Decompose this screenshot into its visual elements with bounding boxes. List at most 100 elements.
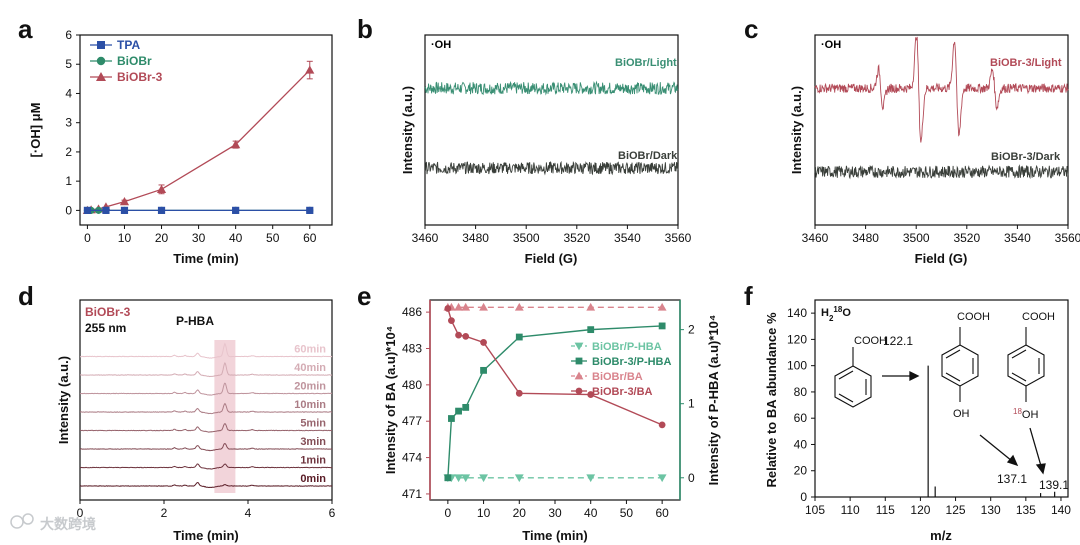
panel-f-letter: f (744, 281, 753, 311)
data-point-biobr-3 (305, 65, 315, 74)
panel-a-ticks: 0 10 20 30 40 50 60 0 1 2 3 4 5 6 (65, 28, 316, 245)
panel-b-x-tick-label: 3560 (665, 231, 692, 245)
panel-c-x-tick-label: 3520 (953, 231, 980, 245)
panel-d-letter: d (18, 281, 34, 311)
chromatogram-label-40min: 40min (294, 362, 326, 374)
spectrum-biobr-light (424, 80, 679, 96)
panel-c-plot (814, 36, 1069, 180)
panel-f-x-tick-label: 130 (981, 503, 1001, 517)
panel-b-x-tick-label: 3500 (513, 231, 540, 245)
legend-label-biobr: BiOBr (117, 54, 152, 68)
panel-f-y-tick-label: 140 (787, 306, 807, 320)
data-point-biobr-3-p-hba (455, 407, 462, 415)
data-point-biobr-3-p-hba (515, 333, 523, 341)
panel-f-ticks: 105 110 115 120 125 130 135 140 0 20 40 60 80 100 120 1… (787, 306, 1071, 517)
panel-b-letter: b (357, 14, 373, 44)
panel-f-y-tick-label: 0 (800, 490, 807, 504)
benzoic-acid-structure (834, 347, 872, 408)
p-hba-18o-oh-label: 18OH (1013, 407, 1038, 422)
data-point-tpa (306, 206, 314, 214)
panel-a-y-tick-label: 1 (65, 174, 72, 188)
chromatogram-label-20min: 20min (294, 381, 326, 393)
legend-label-biobr3: BiOBr-3 (117, 70, 163, 84)
data-point-biobr-3-p-hba (462, 404, 470, 411)
panel-d-sample-label: BiOBr-3 (85, 305, 131, 319)
chromatogram-3min (79, 443, 333, 452)
spectrum-biobr-dark (424, 160, 679, 176)
data-point-biobr-ba (454, 302, 463, 311)
panel-f-x-tick-label: 135 (1016, 503, 1036, 517)
panel-d-compound-label: P-HBA (176, 314, 214, 328)
panel-b-ylabel: Intensity (a.u.) (400, 86, 415, 174)
panel-d-x-tick-label: 2 (161, 506, 168, 520)
panel-e-yl-tick-label: 486 (402, 305, 422, 319)
panel-e-x-tick-label: 50 (620, 506, 634, 520)
panel-f-xlabel: m/z (930, 528, 952, 543)
p-hba-18o-structure (1007, 327, 1045, 402)
data-point-biobr-ba (657, 302, 667, 311)
legend-marker (575, 357, 583, 365)
data-point-biobr-ba (586, 302, 596, 311)
panel-f-y-tick-label: 100 (787, 359, 807, 373)
panel-a-x-tick-label: 30 (192, 231, 206, 245)
panel-f-arrows (882, 370, 1046, 475)
spectrum-biobr-3-dark (814, 164, 1069, 180)
panel-e-xlabel: Time (min) (522, 528, 588, 543)
panel-e-letter: e (357, 281, 371, 311)
panel-d-x-tick-label: 0 (77, 506, 84, 520)
data-point-tpa (157, 206, 166, 214)
data-point-biobr-ba (461, 302, 471, 311)
data-point-biobr-3-ba (448, 317, 455, 325)
legend-label: BiOBr-3/BA (592, 386, 653, 398)
panel-f-y-tick-label: 60 (794, 411, 808, 425)
panel-e-yr-tick-label: 1 (688, 397, 695, 411)
panel-a-y-tick-label: 0 (65, 203, 72, 217)
data-point-tpa (83, 206, 92, 214)
data-point-biobr-p-hba (454, 474, 463, 483)
data-point-biobr-p-hba (586, 474, 596, 483)
data-point-tpa (102, 206, 110, 214)
panel-e-x-tick-label: 20 (513, 506, 527, 520)
p-hba-18o-cooh-label: COOH (1022, 311, 1055, 323)
panel-c-letter: c (744, 14, 758, 44)
data-point-biobr-3-ba (587, 391, 595, 398)
panel-e-plot (443, 302, 667, 483)
legend-marker (575, 387, 583, 395)
legend-marker-tpa (97, 41, 105, 49)
panel-c-x-tick-label: 3540 (1004, 231, 1031, 245)
panel-a-x-tick-label: 20 (155, 231, 169, 245)
panel-b-x-tick-label: 3540 (614, 231, 641, 245)
peak-label-137: 137.1 (997, 472, 1027, 486)
chromatogram-label-3min: 3min (300, 436, 326, 448)
data-point-biobr-3-ba (444, 305, 452, 312)
panel-c-corner-label: ·OH (821, 39, 841, 51)
panel-e-yl-tick-label: 474 (402, 451, 422, 465)
panel-a-legend: TPA BiOBr BiOBr-3 (90, 38, 163, 84)
chromatogram-10min (79, 402, 333, 415)
spectrum-biobr-3-light (814, 36, 1069, 143)
data-point-biobr-p-hba (514, 474, 524, 483)
panel-e-yl-tick-label: 480 (402, 378, 422, 392)
legend-marker-biobr (96, 56, 106, 66)
panel-b-x-tick-label: 3520 (563, 231, 590, 245)
panel-b-light-label: BiOBr/Light (615, 57, 677, 69)
chromatogram-label-10min: 10min (294, 399, 326, 411)
panel-c-x-tick-label: 3560 (1055, 231, 1080, 245)
panel-a-y-tick-label: 5 (65, 57, 72, 71)
chromatogram-0min (79, 481, 333, 489)
chromatogram-label-1min: 1min (300, 455, 326, 467)
panel-e-yl-tick-label: 483 (402, 341, 422, 355)
data-point-biobr-3 (156, 184, 167, 193)
panel-b-xlabel: Field (G) (525, 251, 578, 266)
p-hba-cooh-label: COOH (957, 311, 990, 323)
data-point-biobr-3-p-hba (480, 366, 487, 374)
panel-e-yl-tick-label: 471 (402, 487, 422, 501)
panel-e-yl-tick-label: 477 (402, 414, 422, 428)
panel-d-plot: 0min 1min 3min 5min 10min 20min 40min 60min (79, 342, 333, 489)
panel-a-y-tick-label: 2 (65, 145, 72, 159)
panel-e-x-tick-label: 60 (655, 506, 669, 520)
panel-f-x-tick-label: 110 (841, 503, 860, 517)
panel-c-x-tick-label: 3480 (852, 231, 879, 245)
data-point-biobr-3-ba (480, 339, 487, 346)
panel-a-x-tick-label: 60 (303, 231, 317, 245)
